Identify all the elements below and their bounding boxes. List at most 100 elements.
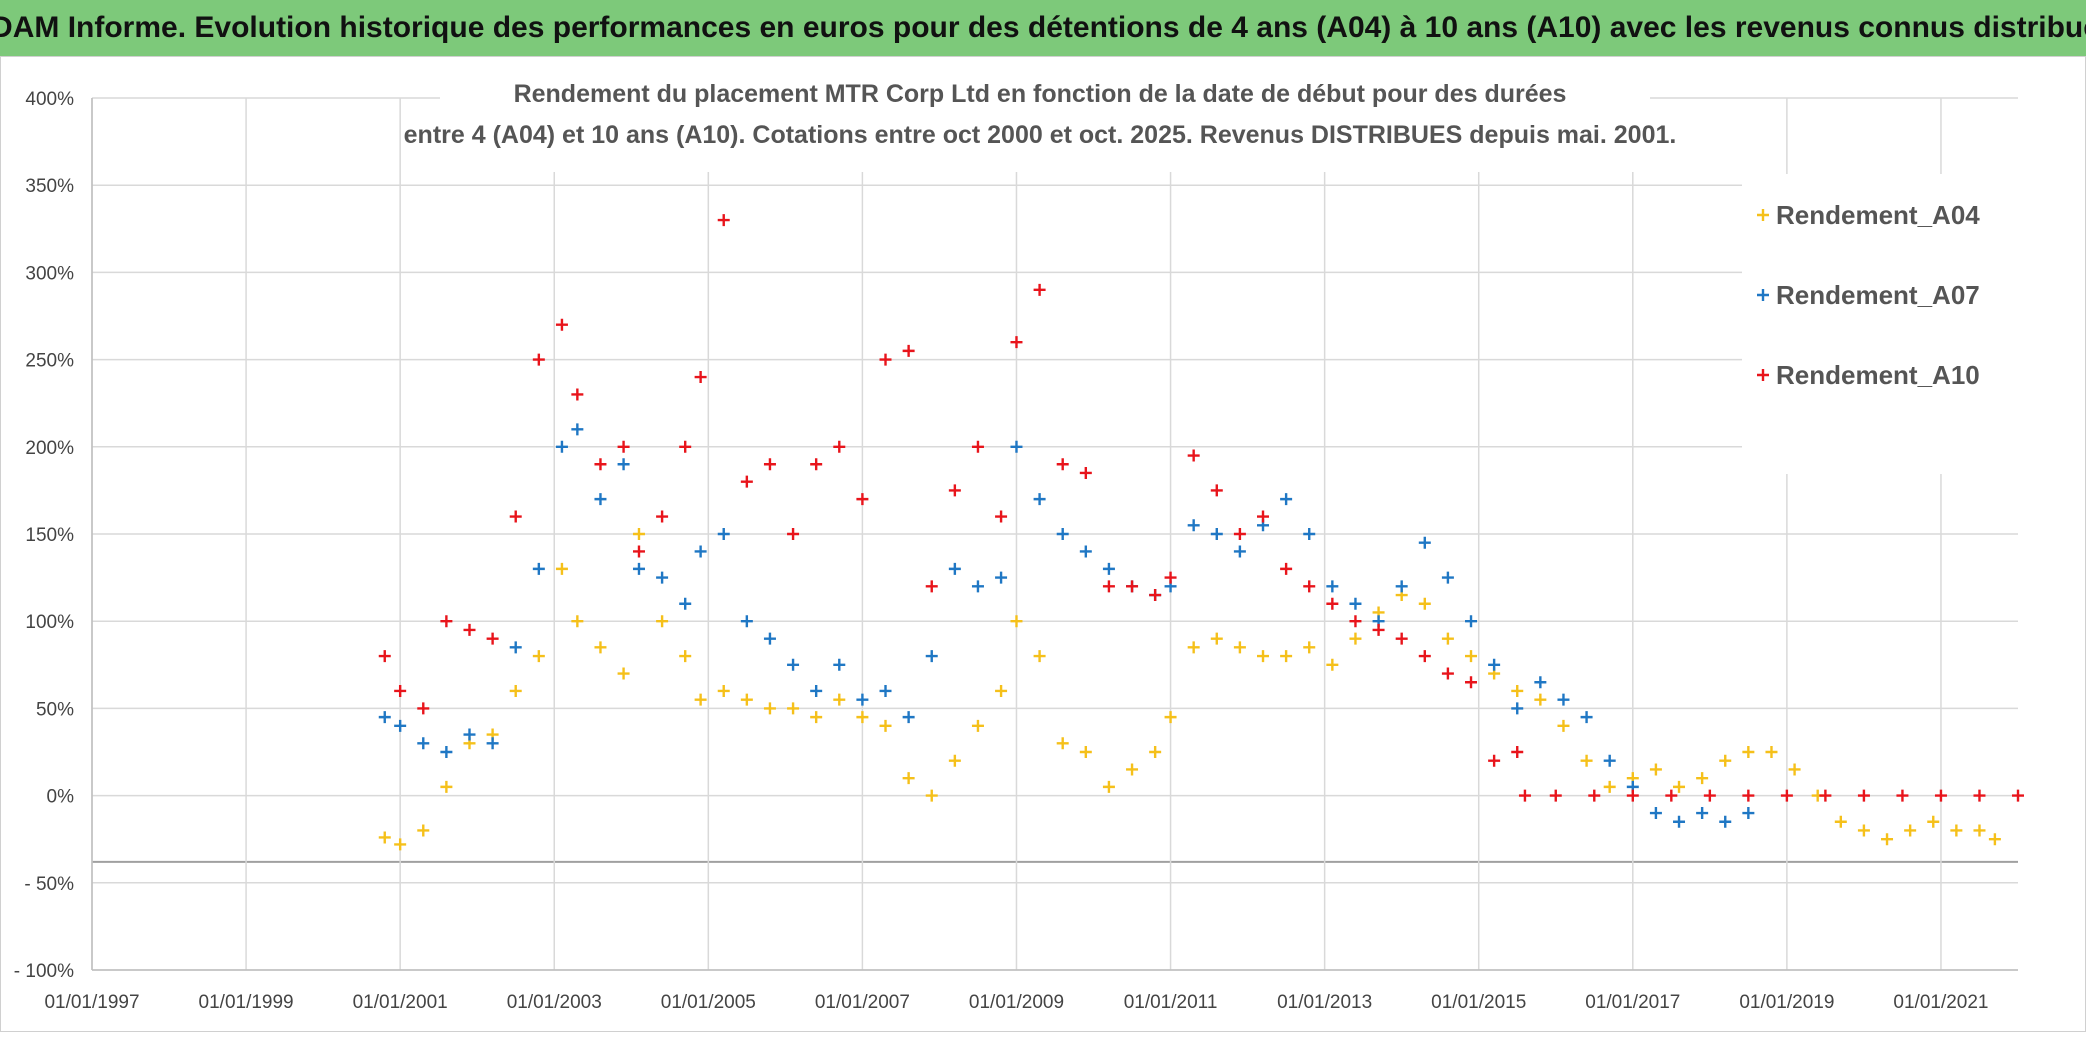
data-point bbox=[1465, 615, 1478, 628]
data-point bbox=[1164, 711, 1177, 724]
data-point bbox=[948, 484, 961, 497]
data-point bbox=[509, 684, 522, 697]
data-point bbox=[948, 562, 961, 575]
data-point bbox=[902, 772, 915, 785]
data-point bbox=[1079, 545, 1092, 558]
data-point bbox=[1056, 737, 1069, 750]
data-point bbox=[571, 423, 584, 436]
legend-item: Rendement_A07 bbox=[1757, 280, 1980, 310]
data-point bbox=[1102, 780, 1115, 793]
data-point bbox=[1834, 815, 1847, 828]
data-point bbox=[879, 353, 892, 366]
data-point bbox=[378, 831, 391, 844]
data-point bbox=[1418, 536, 1431, 549]
data-point bbox=[1210, 484, 1223, 497]
data-point bbox=[1149, 589, 1162, 602]
data-point bbox=[440, 746, 453, 758]
data-point bbox=[679, 597, 692, 610]
data-point bbox=[1010, 615, 1023, 628]
data-point bbox=[1488, 754, 1501, 767]
data-point bbox=[1441, 632, 1454, 645]
data-point bbox=[1349, 597, 1362, 610]
legend-marker bbox=[1757, 369, 1769, 381]
data-point bbox=[1164, 571, 1177, 584]
data-point bbox=[995, 684, 1008, 697]
data-point bbox=[555, 440, 568, 453]
data-point bbox=[632, 528, 645, 540]
data-point bbox=[1187, 641, 1200, 654]
data-point bbox=[1588, 789, 1601, 802]
x-tick-label: 01/01/2013 bbox=[1277, 992, 1372, 1013]
legend-marker bbox=[1757, 209, 1769, 221]
data-point bbox=[378, 650, 391, 663]
data-point bbox=[694, 371, 707, 384]
data-point bbox=[417, 824, 430, 837]
data-point bbox=[594, 641, 607, 654]
x-tick-label: 01/01/1999 bbox=[199, 992, 294, 1013]
data-point bbox=[971, 580, 984, 593]
data-point bbox=[1126, 580, 1139, 593]
data-point bbox=[1511, 702, 1524, 715]
x-tick-label: 01/01/2021 bbox=[1893, 992, 1988, 1013]
series-rendement-a10 bbox=[378, 214, 2024, 802]
data-point bbox=[1719, 754, 1732, 767]
data-point bbox=[1934, 789, 1947, 802]
data-point bbox=[1303, 580, 1316, 593]
data-point bbox=[632, 545, 645, 558]
data-point bbox=[810, 684, 823, 697]
data-point bbox=[1673, 780, 1686, 793]
data-point bbox=[1896, 789, 1909, 802]
legend-item: Rendement_A10 bbox=[1757, 360, 1980, 390]
data-point bbox=[394, 719, 407, 732]
data-point bbox=[694, 545, 707, 558]
data-point bbox=[925, 650, 938, 663]
x-tick-label: 01/01/2005 bbox=[661, 992, 756, 1013]
data-point bbox=[1257, 650, 1270, 663]
data-point bbox=[1187, 449, 1200, 462]
data-point bbox=[1233, 641, 1246, 654]
data-point bbox=[1395, 632, 1408, 645]
grid-lines bbox=[91, 97, 2018, 971]
data-point bbox=[1441, 667, 1454, 680]
data-point bbox=[717, 684, 730, 697]
data-point bbox=[1626, 789, 1639, 802]
data-points bbox=[378, 214, 2024, 851]
data-point bbox=[509, 641, 522, 654]
data-point bbox=[532, 650, 545, 663]
x-tick-label: 01/01/2019 bbox=[1739, 992, 1834, 1013]
x-tick-label: 01/01/2009 bbox=[969, 992, 1064, 1013]
data-point bbox=[787, 658, 800, 671]
data-point bbox=[1372, 623, 1385, 636]
y-tick-label: 150% bbox=[25, 525, 74, 546]
data-point bbox=[1703, 789, 1716, 802]
legend-marker bbox=[1757, 289, 1769, 301]
data-point bbox=[971, 440, 984, 453]
data-point bbox=[1056, 528, 1069, 540]
data-point bbox=[486, 737, 499, 750]
x-tick-label: 01/01/2001 bbox=[353, 992, 448, 1013]
data-point bbox=[1102, 580, 1115, 593]
data-point bbox=[925, 580, 938, 593]
data-point bbox=[1511, 684, 1524, 697]
y-tick-label: 250% bbox=[25, 351, 74, 372]
data-point bbox=[1673, 815, 1686, 828]
data-point bbox=[656, 571, 669, 584]
data-point bbox=[656, 510, 669, 523]
data-point bbox=[486, 632, 499, 645]
y-tick-label: 100% bbox=[25, 612, 74, 633]
data-point bbox=[1126, 763, 1139, 776]
data-point bbox=[509, 510, 522, 523]
data-point bbox=[656, 615, 669, 628]
data-point bbox=[1465, 650, 1478, 663]
data-point bbox=[1819, 789, 1832, 802]
data-point bbox=[594, 493, 607, 506]
legend-item: Rendement_A04 bbox=[1757, 200, 1980, 230]
data-point bbox=[856, 693, 869, 706]
data-point bbox=[1280, 562, 1293, 575]
data-point bbox=[1326, 658, 1339, 671]
data-point bbox=[2012, 789, 2024, 802]
data-point bbox=[1010, 440, 1023, 453]
data-point bbox=[463, 728, 476, 741]
data-point bbox=[856, 711, 869, 724]
